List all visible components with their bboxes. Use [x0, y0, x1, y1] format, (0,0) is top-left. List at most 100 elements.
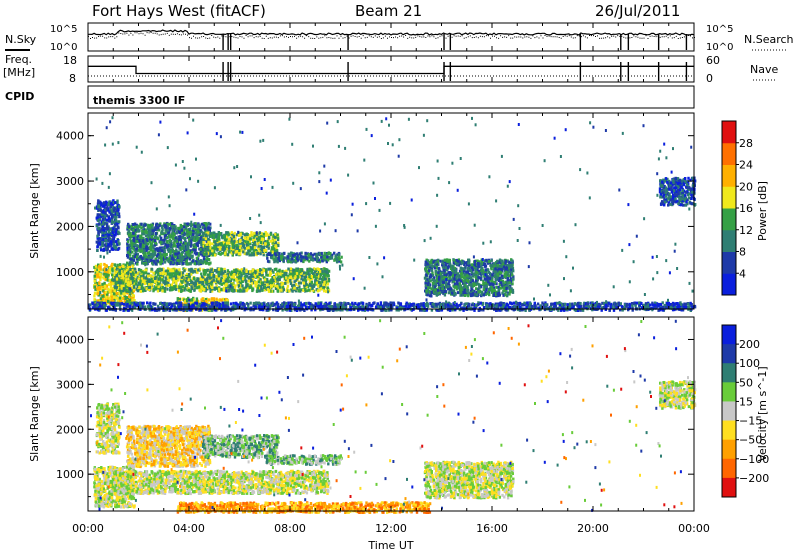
- cell-4-2159: [145, 287, 148, 291]
- cell-2-439: [165, 253, 168, 256]
- cell-4-2818: [201, 282, 205, 286]
- cell-2-1190: [207, 261, 210, 265]
- cell-1-150: [112, 233, 115, 237]
- cell-5-394: [266, 253, 269, 257]
- cell-4-2728: [215, 274, 218, 278]
- cell-4-2801: [147, 274, 150, 278]
- cell-1-602: [116, 226, 120, 230]
- cell-3-943: [236, 243, 239, 247]
- cell-4-2314: [166, 269, 170, 273]
- cell-4-2741: [254, 281, 257, 285]
- cell-0-893: [108, 271, 112, 275]
- cell-1-171: [117, 208, 120, 211]
- cell-3-872: [209, 234, 213, 238]
- cell-0-923: [98, 264, 101, 268]
- cell-1-656: [109, 227, 112, 231]
- cell-3-901: [238, 240, 242, 244]
- cell-4-1803: [247, 279, 250, 283]
- cell-1-403: [112, 242, 115, 245]
- cell-2-1979: [129, 261, 132, 265]
- cell-4-2576: [308, 275, 311, 279]
- cell-0-722: [106, 292, 109, 296]
- cell-2-1957: [163, 223, 166, 227]
- cell-4-1911: [157, 285, 160, 289]
- cell-4-1863: [167, 283, 171, 287]
- cell-0-403: [93, 298, 96, 302]
- cell-4-1695: [285, 276, 288, 280]
- cell-1-288: [111, 203, 114, 207]
- cell-2-1743: [143, 249, 146, 253]
- cell-1-645: [99, 208, 102, 212]
- cell-1-642: [101, 231, 104, 235]
- cell-0-933: [128, 298, 132, 302]
- nsky-label: N.Sky: [5, 33, 37, 46]
- cell-3-666: [248, 233, 252, 237]
- cell-3-849: [220, 235, 224, 239]
- cell-0-948: [107, 299, 110, 303]
- cell-1-515: [102, 201, 106, 205]
- cell-6-327: [201, 297, 204, 301]
- cell-5-355: [327, 258, 330, 262]
- cell-1-483: [106, 247, 109, 251]
- cell-2-1621: [141, 229, 144, 233]
- cell-3-895: [262, 232, 266, 236]
- cell-2-1928: [158, 246, 162, 250]
- cell-2-530: [135, 249, 139, 253]
- cell-2-630: [166, 225, 170, 229]
- cell-0-433: [94, 264, 98, 268]
- cell-0-155: [94, 269, 97, 272]
- cell-0-347: [126, 285, 129, 289]
- cell-0-360: [123, 267, 126, 270]
- cell-3-836: [231, 241, 234, 245]
- cell-0-255: [101, 287, 104, 291]
- cell-0-791: [108, 289, 111, 293]
- cell-4-2670: [316, 284, 320, 288]
- cell-0-831: [111, 282, 114, 286]
- cell-0-810: [103, 281, 106, 285]
- cell-4-1731: [126, 283, 130, 287]
- cell-4-2289: [275, 284, 279, 288]
- cell-0-905: [132, 289, 135, 293]
- cell-2-1330: [161, 225, 164, 228]
- cell-4-1756: [170, 283, 174, 287]
- cell-4-2497: [159, 271, 162, 275]
- cell-1-648: [108, 201, 111, 204]
- cell-0-860: [110, 278, 114, 282]
- cell-4-2409: [170, 288, 173, 292]
- cell-0-918: [96, 299, 100, 303]
- cell-2-1518: [168, 235, 172, 239]
- cell-4-2156: [177, 289, 181, 293]
- freq-left-tick-bottom: 8: [69, 72, 76, 85]
- cell-2-587: [184, 238, 187, 241]
- cell-1-623: [115, 240, 118, 244]
- cell-2-969: [176, 244, 180, 248]
- cell-0-871: [116, 263, 119, 267]
- cell-2-1935: [137, 248, 141, 252]
- cell-2-1850: [154, 247, 157, 251]
- cell-1-462: [102, 247, 106, 251]
- cell-4-2600: [273, 276, 276, 279]
- cell-2-1948: [132, 223, 135, 226]
- cell-3-725: [213, 253, 217, 257]
- cell-3-767: [249, 253, 253, 257]
- cell-0-539: [107, 273, 110, 277]
- cell-0-498: [103, 294, 107, 298]
- cell-4-2732: [211, 286, 214, 289]
- cell-6-217: [215, 297, 218, 301]
- cell-2-1425: [149, 248, 153, 252]
- cell-0-766: [120, 291, 123, 295]
- cell-4-2541: [238, 270, 241, 274]
- cell-2-1802: [150, 242, 154, 246]
- cell-3-471: [259, 252, 262, 256]
- cell-5-358: [266, 256, 269, 260]
- cell-4-2731: [178, 268, 181, 272]
- cell-2-1891: [138, 239, 141, 243]
- cell-1-589: [106, 225, 109, 229]
- cell-1-640: [96, 213, 99, 217]
- cell-1-590: [102, 238, 105, 242]
- cell-2-1528: [158, 224, 161, 228]
- cell-2-1798: [195, 256, 199, 260]
- cell-4-2693: [227, 289, 230, 292]
- cell-2-1729: [187, 237, 191, 241]
- cell-3-878: [242, 250, 245, 254]
